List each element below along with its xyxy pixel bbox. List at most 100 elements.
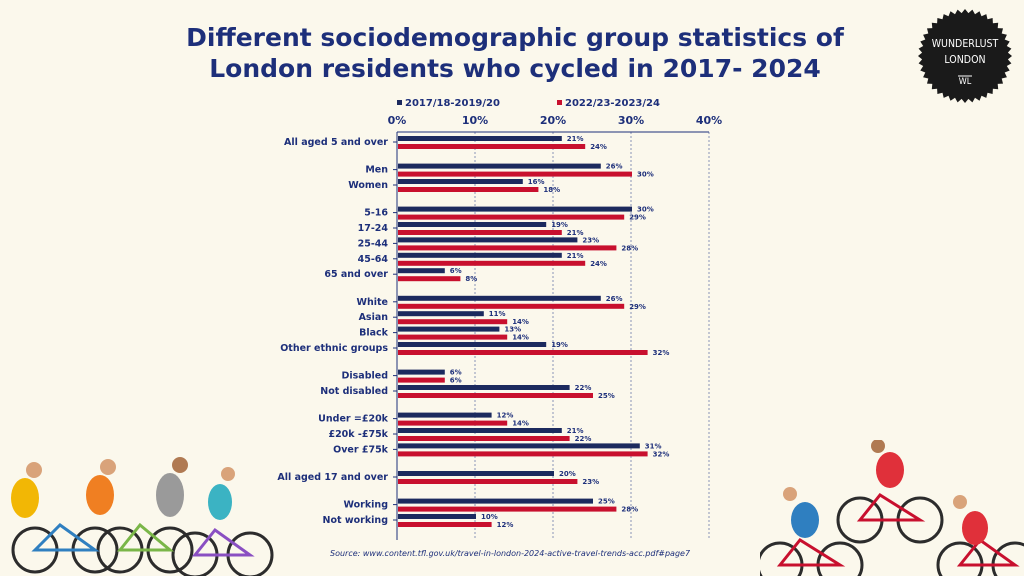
bar-late-45-64 [398,260,586,266]
logo-text-line-1: WUNDERLUST [931,38,999,50]
bar-late-25-44 [398,245,617,251]
data-label: 6% [450,377,462,385]
data-label: 12% [497,521,514,529]
bar-late-20k-75k [398,436,570,441]
category-label-5-16: 5-16 [364,208,388,219]
x-tick-label: 20% [540,114,566,127]
data-label: 24% [590,143,607,151]
category-label-17-24: 17-24 [358,223,389,234]
data-label: 28% [621,506,638,514]
category-label-45-64: 45-64 [358,254,389,265]
data-label: 14% [512,420,529,428]
data-label: 30% [637,206,654,214]
data-label: 24% [590,260,607,268]
category-label-not-working: Not working [323,515,388,526]
bar-late-other-ethnic-groups [398,350,648,355]
legend-label: 2022/23-2023/24 [565,98,660,109]
data-label: 13% [504,326,521,334]
category-label-other-ethnic-groups: Other ethnic groups [280,343,388,354]
data-label: 6% [450,267,462,275]
data-label: 29% [629,214,646,222]
data-label: 28% [621,244,638,252]
data-label: 22% [575,384,592,392]
data-label: 23% [582,236,599,244]
data-label: 19% [551,341,568,349]
bar-early-not-working [398,514,476,519]
wunderlust-london-logo: WUNDERLUST LONDON WL [917,8,1013,104]
bar-late-65-and-over [398,276,461,282]
logo-mark: WL [958,77,972,87]
bar-late-working [398,506,617,512]
data-label: 21% [567,229,584,237]
bar-late-not-working [398,522,492,527]
bar-early-all-aged-17-and-over [398,471,554,476]
data-label: 26% [606,163,623,171]
data-label: 31% [645,442,662,450]
legend-swatch [557,100,562,105]
x-tick-label: 0% [388,114,407,127]
title-line-2: London residents who cycled in 2017- 202… [209,54,821,83]
category-label-all-aged-5-and-over: All aged 5 and over [284,137,388,148]
data-label: 30% [637,171,654,179]
bar-early-under-20k [398,412,492,418]
data-label: 25% [598,498,615,506]
data-label: 14% [512,334,529,342]
category-label-20k-75k: £20k -£75k [328,429,388,440]
bar-late-white [398,303,625,309]
data-label: 10% [481,513,498,521]
data-label: 14% [512,318,529,326]
data-label: 29% [629,303,646,311]
source-note: Source: www.content.tfl.gov.uk/travel-in… [330,549,691,558]
data-label: 19% [551,221,568,229]
x-tick-label: 40% [696,114,722,127]
bar-early-65-and-over [398,268,445,274]
bar-early-women [398,179,523,184]
category-label-men: Men [365,165,388,176]
bar-late-all-aged-17-and-over [398,479,578,484]
data-label: 20% [559,470,576,478]
data-label: 23% [582,478,599,486]
cyclists-left-illustration [11,457,274,576]
logo-badge-shape [918,9,1012,103]
data-label: 12% [497,412,514,420]
bar-early-disabled [398,369,445,375]
data-label: 16% [528,178,545,186]
category-label-black: Black [359,328,389,339]
category-label-not-disabled: Not disabled [320,386,388,397]
data-label: 21% [567,427,584,435]
category-label-65-and-over: 65 and over [324,269,388,280]
category-label-under-20k: Under =£20k [318,414,389,425]
data-label: 8% [465,275,477,283]
bar-late-5-16 [398,214,625,220]
chart-title: Different sociodemographic group statist… [170,22,860,84]
bar-late-black [398,334,508,340]
category-label-asian: Asian [359,312,389,323]
title-line-1: Different sociodemographic group statist… [186,23,844,52]
category-label-over-75k: Over £75k [333,444,389,455]
legend-label: 2017/18-2019/20 [405,98,500,109]
bar-late-women [398,187,539,192]
data-label: 32% [653,349,670,357]
bar-late-men [398,171,632,177]
data-label: 22% [575,435,592,443]
bar-early-20k-75k [398,428,562,433]
bar-late-under-20k [398,420,508,426]
bar-early-17-24 [398,222,547,227]
logo-text-line-2: LONDON [944,54,986,66]
bar-late-asian [398,319,508,325]
bar-early-other-ethnic-groups [398,342,547,347]
bar-early-45-64 [398,252,562,258]
bar-late-disabled [398,377,445,383]
data-label: 32% [653,450,670,458]
bar-late-all-aged-5-and-over [398,144,586,149]
data-label: 21% [567,135,584,143]
data-label: 26% [606,295,623,303]
x-tick-label: 30% [618,114,644,127]
category-label-25-44: 25-44 [358,238,389,249]
category-label-disabled: Disabled [341,371,388,382]
category-label-all-aged-17-and-over: All aged 17 and over [277,472,388,483]
bar-early-not-disabled [398,385,570,390]
x-tick-label: 10% [462,114,488,127]
category-label-women: Women [348,180,388,191]
data-label: 21% [567,252,584,260]
